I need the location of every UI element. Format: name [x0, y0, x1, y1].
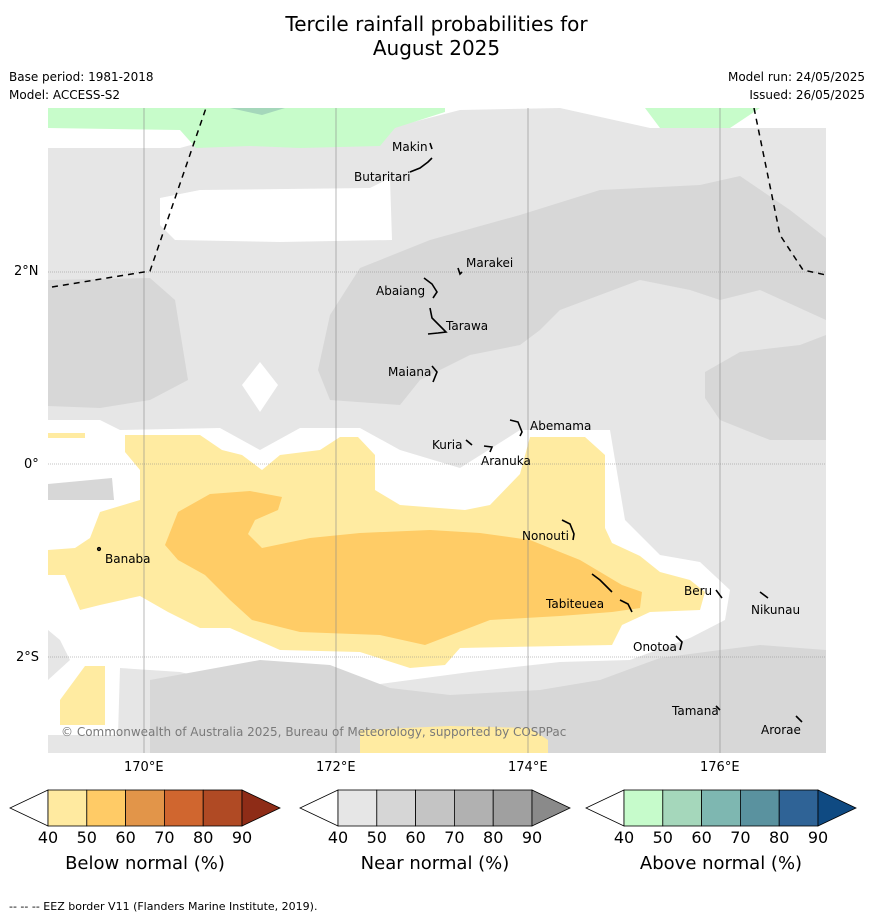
cb-below-title: Below normal (%) — [65, 853, 225, 874]
grey-patch-south — [150, 645, 826, 753]
run-info: Model run: 24/05/2025 Issued: 26/05/2025 — [728, 68, 865, 104]
colorbar-near-normal — [299, 789, 571, 827]
lon-label-176e: 176°E — [700, 760, 740, 775]
island-banaba — [96, 546, 102, 552]
place-label-beru: Beru — [684, 584, 712, 598]
island-tabiteuea-south — [619, 599, 633, 613]
place-label-banaba: Banaba — [105, 552, 151, 566]
cb-near-tick: 60 — [405, 828, 426, 847]
cb-near-tick: 40 — [327, 828, 349, 847]
below-normal-50-west — [48, 433, 85, 438]
place-label-kuria: Kuria — [432, 438, 463, 452]
model-info: Base period: 1981-2018 Model: ACCESS-S2 — [9, 68, 154, 104]
place-label-arorae: Arorae — [761, 723, 801, 737]
above-normal-north-east — [645, 108, 760, 128]
white-gap-small — [242, 362, 278, 412]
cb-below-tick: 60 — [115, 828, 136, 847]
lat-label-2s: 2°S — [16, 650, 40, 665]
lat-label-equator: 0° — [24, 457, 39, 472]
white-gap-north — [160, 178, 392, 242]
island-abaiang — [423, 277, 438, 299]
cb-near-title: Near normal (%) — [360, 853, 510, 874]
above-normal-north-west — [48, 108, 445, 148]
colorbar-above-normal — [585, 789, 857, 827]
island-tamana — [715, 705, 721, 711]
place-label-maiana: Maiana — [388, 365, 431, 379]
place-label-onotoa: Onotoa — [633, 640, 677, 654]
cb-below-tick: 50 — [76, 828, 97, 847]
place-label-nikunau: Nikunau — [751, 603, 800, 617]
island-butaritari — [409, 157, 433, 173]
lon-label-174e: 174°E — [508, 760, 548, 775]
eez-legend-note: -- -- -- EEZ border V11 (Flanders Marine… — [9, 900, 318, 913]
grey-patch-east — [318, 176, 826, 405]
place-label-makin: Makin — [392, 140, 428, 154]
cb-near-tick: 50 — [366, 828, 387, 847]
grey-patch-west — [48, 278, 188, 408]
island-maiana — [431, 365, 438, 383]
map-title: Tercile rainfall probabilities for Augus… — [0, 12, 873, 60]
copyright-notice: © Commonwealth of Australia 2025, Bureau… — [61, 725, 566, 739]
title-line-1: Tercile rainfall probabilities for — [285, 12, 588, 36]
place-label-tarawa: Tarawa — [445, 319, 488, 333]
cb-above-tick: 40 — [613, 828, 635, 847]
island-abemama — [509, 419, 523, 437]
cb-above-tick: 50 — [652, 828, 673, 847]
lat-label-2n: 2°N — [14, 264, 39, 279]
base-period: Base period: 1981-2018 — [9, 70, 154, 84]
island-aranuka — [483, 445, 494, 453]
lon-label-170e: 170°E — [124, 760, 164, 775]
issued-date: Issued: 26/05/2025 — [749, 88, 865, 102]
model-name: Model: ACCESS-S2 — [9, 88, 121, 102]
map-field: Makin Butaritari Marakei Abaiang Tarawa … — [48, 108, 826, 753]
place-label-abemama: Abemama — [530, 419, 591, 433]
grid-lines — [48, 108, 826, 753]
lon-label-172e: 172°E — [316, 760, 356, 775]
island-marakei — [457, 267, 463, 276]
island-beru — [715, 589, 723, 599]
place-label-nonouti: Nonouti — [522, 529, 569, 543]
below-normal-60-region — [165, 491, 642, 645]
cb-near-tick: 90 — [521, 828, 543, 847]
cb-above-tick: 80 — [769, 828, 790, 847]
island-onotoa — [675, 635, 683, 651]
islands — [96, 142, 803, 723]
place-label-tamana: Tamana — [671, 704, 719, 718]
cb-near-tick: 80 — [483, 828, 504, 847]
cb-above-tick: 90 — [807, 828, 829, 847]
cb-below-tick: 80 — [193, 828, 214, 847]
grey-patch-far-east — [705, 335, 826, 440]
island-arorae — [795, 715, 803, 723]
island-tarawa — [427, 307, 448, 335]
cb-below-tick: 90 — [231, 828, 253, 847]
place-label-marakei: Marakei — [466, 256, 513, 270]
place-label-tabiteuea: Tabiteuea — [545, 597, 604, 611]
island-tabiteuea-north — [591, 573, 613, 593]
island-kuria — [465, 439, 473, 446]
cb-above-title: Above normal (%) — [639, 853, 803, 874]
model-run: Model run: 24/05/2025 — [727, 70, 865, 84]
cb-near-tick: 70 — [444, 828, 465, 847]
below-normal-50-sw — [60, 666, 105, 725]
place-label-aranuka: Aranuka — [481, 454, 531, 468]
grey-patch-small — [48, 478, 114, 500]
cb-below-tick: 40 — [37, 828, 59, 847]
cb-above-tick: 70 — [730, 828, 751, 847]
below-normal-50-south — [360, 726, 548, 753]
island-nonouti — [561, 519, 575, 541]
title-line-2: August 2025 — [372, 36, 501, 60]
colorbar-below-normal — [9, 789, 281, 827]
cb-above-tick: 60 — [691, 828, 712, 847]
place-label-abaiang: Abaiang — [376, 284, 425, 298]
above-normal-60-patch — [230, 108, 285, 115]
cb-below-tick: 70 — [154, 828, 175, 847]
eez-border — [51, 108, 826, 288]
place-label-butaritari: Butaritari — [354, 170, 411, 184]
island-makin — [429, 142, 433, 150]
island-nikunau — [759, 591, 769, 599]
